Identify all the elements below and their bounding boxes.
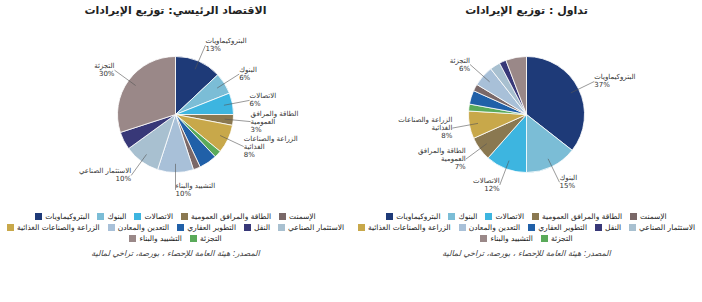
html-text:التجزئة: التجزئة xyxy=(550,234,573,243)
html-text:التعدين والمعادن: التعدين والمعادن xyxy=(117,223,170,232)
html-text:الاتصالات: الاتصالات xyxy=(144,212,173,221)
html-text:التجزئة: التجزئة xyxy=(199,234,222,243)
svg-text:التجزئة30%: التجزئة30% xyxy=(94,62,115,78)
svg-text:الاستثمار الصناعي10%: الاستثمار الصناعي10% xyxy=(79,167,132,183)
html-text:الاتصالات: الاتصالات xyxy=(495,212,524,221)
html-text:البنوك: البنوك xyxy=(458,212,478,221)
html-text:تداول : توزيع الإيرادات: تداول : توزيع الإيرادات xyxy=(465,4,588,17)
html-text:التشييد والبناء: التشييد والبناء xyxy=(490,234,533,243)
html-text:البتروكيماويات: البتروكيماويات xyxy=(396,212,441,221)
html-text:التشييد والبناء: التشييد والبناء xyxy=(139,234,182,243)
svg-text:البنوك15%: البنوك15% xyxy=(560,174,578,190)
html-text:النقل: النقل xyxy=(254,223,271,232)
html-text:التطوير العقاري: التطوير العقاري xyxy=(538,223,587,232)
html-text:النقل: النقل xyxy=(605,223,622,232)
html-text:التعدين والمعادن: التعدين والمعادن xyxy=(468,223,521,232)
html-text:المصدر: هيئة العامة للإحصاء ،: المصدر: هيئة العامة للإحصاء ، بورصة، ترا… xyxy=(442,249,611,258)
html-text:الزراعة والصناعات الغذائية: الزراعة والصناعات الغذائية xyxy=(368,223,451,232)
svg-text:التشييد والبناء10%: التشييد والبناء10% xyxy=(176,182,216,198)
svg-text:الاتصالات6%: الاتصالات6% xyxy=(250,92,277,108)
html-text:الطاقة والمرافق العمومية: الطاقة والمرافق العمومية xyxy=(542,212,623,221)
svg-text:الطاقة والمرافقالعمومية3%: الطاقة والمرافقالعمومية3% xyxy=(251,110,299,134)
html-text:الاستثمار الصناعي: الاستثمار الصناعي xyxy=(288,223,344,232)
html-text:الإسمنت: الإسمنت xyxy=(640,212,667,221)
html-text:الاستثمار الصناعي: الاستثمار الصناعي xyxy=(639,223,695,232)
html-text:الزراعة والصناعات الغذائية: الزراعة والصناعات الغذائية xyxy=(17,223,100,232)
html-text:البنوك: البنوك xyxy=(107,212,127,221)
svg-text:التجزئة6%: التجزئة6% xyxy=(450,57,471,73)
svg-text:البتروكيماويات13%: البتروكيماويات13% xyxy=(205,37,246,53)
html-text:الإسمنت: الإسمنت xyxy=(289,212,316,221)
svg-text:الاتصالات12%: الاتصالات12% xyxy=(473,177,500,193)
html-text:التطوير العقاري: التطوير العقاري xyxy=(187,223,236,232)
svg-text:الزراعة والصناعاتالغذائية8%: الزراعة والصناعاتالغذائية8% xyxy=(244,135,298,159)
html-text:الاقتصاد الرئيسي: توزيع الإيرا: الاقتصاد الرئيسي: توزيع الإيرادات xyxy=(84,4,267,17)
svg-text:البتروكيماويات37%: البتروكيماويات37% xyxy=(594,73,635,89)
svg-text:الطاقة والمرافقالعمومية7%: الطاقة والمرافقالعمومية7% xyxy=(418,147,466,171)
html-text:المصدر: هيئة العامة للإحصاء ،: المصدر: هيئة العامة للإحصاء ، بورصة، ترا… xyxy=(91,249,260,258)
html-text:البتروكيماويات: البتروكيماويات xyxy=(45,212,90,221)
svg-text:البنوك6%: البنوك6% xyxy=(239,66,257,82)
svg-text:الزراعة والصناعاتالغذائية8%: الزراعة والصناعاتالغذائية8% xyxy=(398,116,452,140)
html-text:الطاقة والمرافق العمومية: الطاقة والمرافق العمومية xyxy=(191,212,272,221)
